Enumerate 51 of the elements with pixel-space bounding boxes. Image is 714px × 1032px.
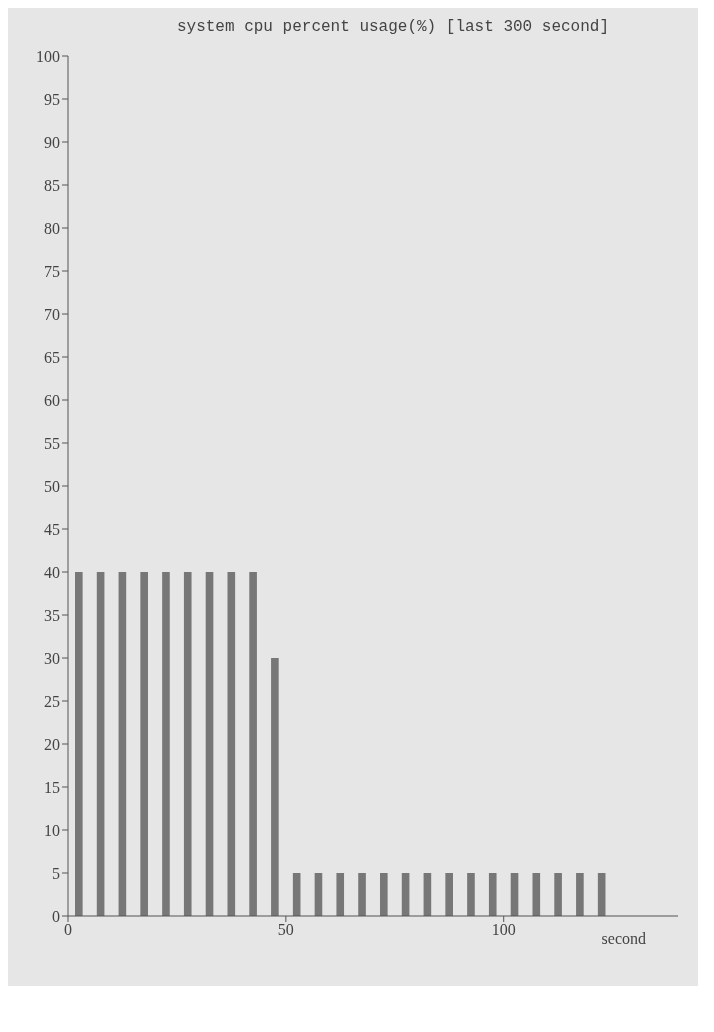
bar [162, 572, 170, 916]
x-axis-title: second [601, 930, 646, 947]
y-tick-label: 70 [44, 305, 60, 323]
y-tick-label: 65 [44, 348, 60, 366]
y-tick-label: 55 [44, 434, 60, 452]
bar [292, 873, 301, 916]
bar [271, 658, 279, 916]
y-tick-label: 0 [52, 907, 60, 925]
y-tick-label: 45 [44, 520, 60, 538]
bar [183, 572, 192, 916]
bar [358, 873, 366, 916]
bar [488, 873, 497, 916]
bar [532, 873, 541, 916]
y-tick-label: 75 [44, 262, 60, 280]
x-tick-label: 0 [64, 921, 72, 939]
bar [75, 572, 83, 916]
bar [336, 873, 345, 916]
y-tick-label: 20 [44, 735, 60, 753]
chart-title: system cpu percent usage(%) [last 300 second] [175, 17, 611, 36]
y-tick-label: 90 [44, 133, 60, 151]
bar [576, 873, 584, 916]
y-tick-label: 80 [44, 219, 60, 237]
bar [140, 572, 148, 916]
y-tick-label: 40 [44, 563, 60, 581]
bar [118, 572, 127, 916]
bar [249, 572, 257, 916]
bar [314, 873, 323, 916]
y-tick-label: 35 [44, 606, 60, 624]
bar [401, 873, 410, 916]
y-tick-label: 50 [44, 477, 60, 495]
bar [423, 873, 432, 916]
y-tick-label: 25 [44, 692, 60, 710]
bar [467, 873, 475, 916]
bar [205, 572, 214, 916]
y-tick-label: 100 [36, 47, 60, 65]
y-tick-label: 15 [44, 778, 60, 796]
bar [227, 572, 236, 916]
x-tick-label: 50 [277, 921, 294, 939]
x-tick-label: 100 [491, 921, 516, 939]
bar [510, 873, 519, 916]
y-tick-label: 95 [44, 90, 60, 108]
y-tick-label: 5 [52, 864, 60, 882]
y-tick-label: 85 [44, 176, 60, 194]
y-tick-label: 60 [44, 391, 60, 409]
bar [597, 873, 606, 916]
y-tick-label: 30 [44, 649, 60, 667]
bar [96, 572, 105, 916]
y-tick-label: 10 [44, 821, 60, 839]
bar [380, 873, 388, 916]
bar [445, 873, 453, 916]
bar [554, 873, 562, 916]
